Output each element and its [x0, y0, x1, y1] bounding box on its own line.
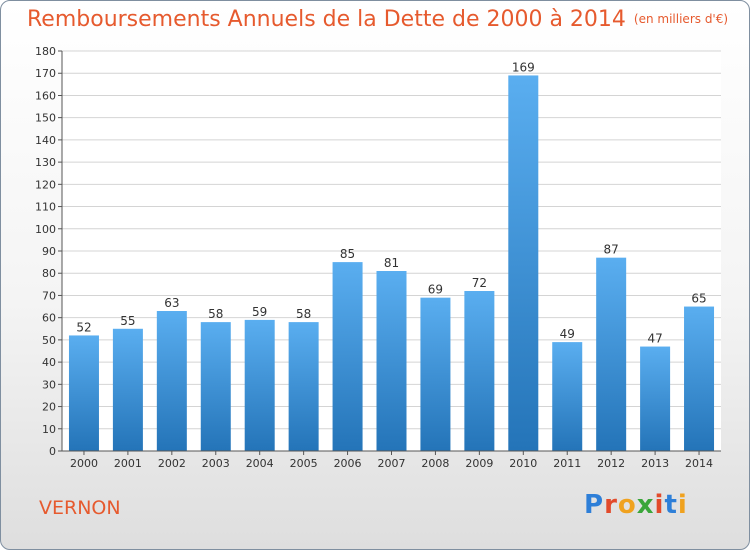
bar-value-label: 52 [76, 320, 91, 334]
y-tick-label: 90 [42, 245, 56, 258]
bar [596, 257, 627, 451]
y-tick-label: 170 [35, 67, 56, 80]
logo-letter: t [664, 490, 678, 520]
x-tick-label: 2001 [114, 457, 142, 470]
y-tick-label: 40 [42, 356, 56, 369]
bar-value-label: 47 [647, 332, 662, 346]
y-tick-label: 140 [35, 134, 56, 147]
bar [156, 311, 187, 451]
bar [200, 322, 231, 451]
bar [112, 328, 143, 451]
logo-letter: o [617, 490, 637, 520]
y-tick-label: 10 [42, 423, 56, 436]
x-tick-label: 2006 [334, 457, 362, 470]
bar [68, 335, 99, 451]
bar [288, 322, 319, 451]
bar-value-label: 65 [691, 292, 706, 306]
bar-value-label: 69 [428, 283, 443, 297]
x-tick-label: 2002 [158, 457, 186, 470]
x-tick-label: 2011 [553, 457, 581, 470]
proxiti-logo: Proxiti [584, 490, 688, 520]
bar [640, 346, 671, 451]
bar [420, 297, 451, 451]
y-tick-label: 60 [42, 312, 56, 325]
x-tick-label: 2009 [465, 457, 493, 470]
y-tick-label: 100 [35, 223, 56, 236]
y-tick-label: 0 [49, 445, 56, 458]
x-tick-label: 2007 [378, 457, 406, 470]
bar-value-label: 85 [340, 247, 355, 261]
bar-value-label: 87 [604, 243, 619, 257]
bar-value-label: 81 [384, 256, 399, 270]
bar [464, 291, 495, 451]
y-tick-label: 20 [42, 401, 56, 414]
x-tick-label: 2000 [70, 457, 98, 470]
x-axis: 2000 2001 2002 2003 2004 2005 2006 2007 2008 2009… [62, 450, 721, 470]
logo-letter: P [584, 490, 605, 520]
y-axis: 0 10 20 30 40 50 60 70 80 90 100 110 120 130 140 150 160… [35, 45, 63, 458]
bar-value-label: 169 [512, 60, 535, 74]
x-tick-label: 2005 [290, 457, 318, 470]
chart-title-text: Remboursements Annuels de la Dette de 20… [27, 7, 626, 32]
y-tick-label: 50 [42, 334, 56, 347]
y-tick-label: 130 [35, 156, 56, 169]
bar-value-label: 55 [120, 314, 135, 328]
y-tick-label: 150 [35, 112, 56, 125]
bar [684, 306, 715, 451]
x-tick-label: 2010 [509, 457, 537, 470]
logo-letter: x [636, 490, 655, 520]
bar [552, 342, 583, 451]
y-tick-label: 120 [35, 178, 56, 191]
logo-letter: i [677, 490, 688, 520]
bar-value-label: 58 [296, 307, 311, 321]
bar [332, 262, 363, 451]
x-tick-label: 2013 [641, 457, 669, 470]
bar-value-label: 59 [252, 305, 267, 319]
x-tick-label: 2003 [202, 457, 230, 470]
city-name: VERNON [39, 497, 121, 519]
logo-letter: r [604, 490, 618, 520]
x-tick-label: 2008 [421, 457, 449, 470]
bar [376, 271, 407, 451]
bar-value-label: 63 [164, 296, 179, 310]
chart-subtitle: (en milliers d'€) [633, 12, 729, 26]
logo-letter: i [654, 490, 665, 520]
y-tick-label: 110 [35, 201, 56, 214]
y-tick-label: 70 [42, 289, 56, 302]
bar-series: 52 55 63 58 59 58 85 81 69 72 169 49 87 47 65 [68, 60, 715, 451]
y-tick-label: 80 [42, 267, 56, 280]
bar [244, 319, 275, 451]
bar-value-label: 58 [208, 307, 223, 321]
y-tick-label: 180 [35, 45, 56, 58]
x-tick-label: 2004 [246, 457, 274, 470]
chart-title: Remboursements Annuels de la Dette de 20… [27, 7, 728, 32]
bar [508, 75, 539, 451]
y-tick-label: 160 [35, 89, 56, 102]
bar-value-label: 72 [472, 276, 487, 290]
x-tick-label: 2012 [597, 457, 625, 470]
x-tick-label: 2014 [685, 457, 713, 470]
bar-value-label: 49 [560, 327, 575, 341]
y-tick-label: 30 [42, 378, 56, 391]
